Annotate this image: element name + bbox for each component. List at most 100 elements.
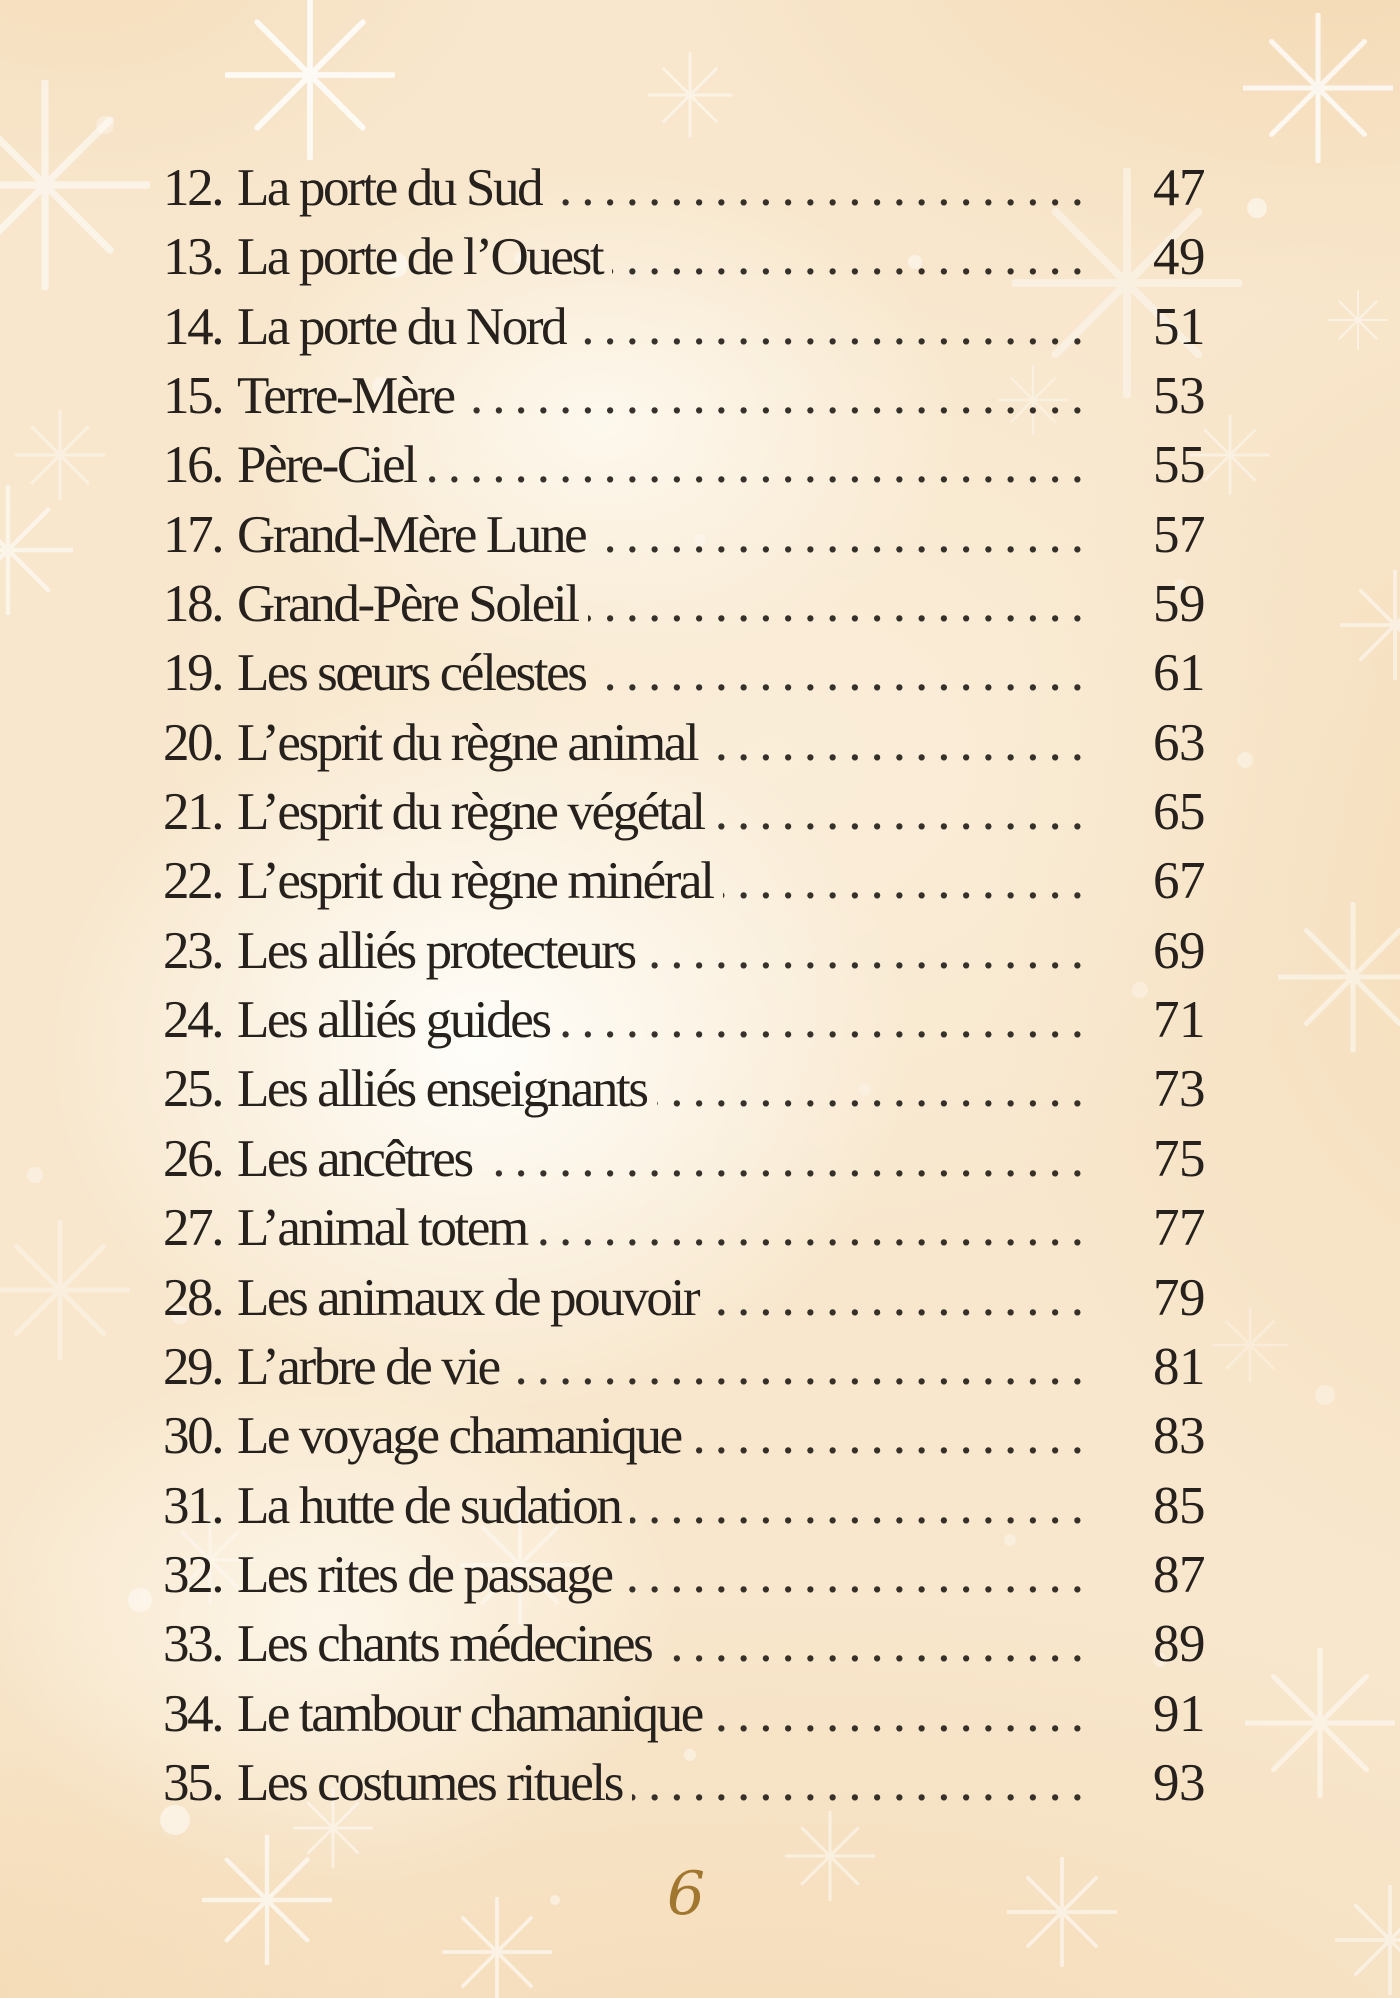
- toc-row[interactable]: 31.La hutte de sudation 85: [163, 1472, 1206, 1541]
- toc-entry-label: 23. Les alliés protecteurs: [163, 917, 637, 986]
- toc-dot-leader: [622, 1541, 1093, 1610]
- toc-entry-page: 77: [1153, 1199, 1205, 1258]
- toc-entry-page: 53: [1153, 367, 1205, 426]
- toc-entry-title: Les rites de passage: [236, 1545, 614, 1604]
- toc-row[interactable]: 18.Grand-Père Soleil 59: [163, 570, 1206, 639]
- toc-entry-label: 16. Père-Ciel: [163, 431, 418, 500]
- toc-row[interactable]: 25.Les alliés enseignants 73: [163, 1055, 1206, 1124]
- toc-entry-number: 31.: [163, 1476, 224, 1535]
- toc-row[interactable]: 33.Les chants médecines 89: [163, 1610, 1206, 1679]
- toc-dot-leader: [714, 778, 1093, 847]
- toc-entry-label: 20. L’esprit du règne animal: [163, 709, 700, 778]
- toc-entry-title: L’esprit du règne végétal: [236, 783, 706, 842]
- toc-dot-leader: [708, 1264, 1093, 1333]
- toc-entry-page: 89: [1153, 1615, 1205, 1674]
- toc-entry-label: 22. L’esprit du règne minéral: [163, 847, 715, 916]
- toc-entry-label: 17. Grand-Mère Lune: [163, 501, 588, 570]
- sparkle-icon: [785, 1811, 875, 1901]
- toc-list: 12.La porte du Sud 47 13.La porte de l’O…: [163, 154, 1206, 1818]
- toc-dot-leader: [612, 223, 1093, 292]
- toc-row[interactable]: 24.Les alliés guides 71: [163, 986, 1206, 1055]
- toc-entry-label: 24. Les alliés guides: [163, 986, 552, 1055]
- toc-dot-leader: [464, 362, 1093, 431]
- toc-entry-number: 21.: [163, 783, 224, 842]
- page-number: 6: [666, 1859, 706, 1929]
- toc-dot-leader: [595, 501, 1093, 570]
- toc-row[interactable]: 27.L’animal totem 77: [163, 1194, 1206, 1263]
- toc-dot-leader: [596, 639, 1093, 708]
- toc-entry-page: 55: [1153, 436, 1205, 495]
- toc-entry-title: Le voyage chamanique: [236, 1407, 683, 1466]
- toc-entry-page: 75: [1153, 1129, 1205, 1188]
- toc-entry-label: 27. L’animal totem: [163, 1194, 529, 1263]
- sparkle-icon: [1245, 1648, 1395, 1798]
- toc-entry-page: 47: [1153, 159, 1205, 217]
- sparkle-icon: [1335, 1885, 1400, 1995]
- toc-entry-page: 65: [1153, 783, 1205, 842]
- toc-dot-leader: [630, 1472, 1093, 1541]
- toc-row[interactable]: 20.L’esprit du règne animal 63: [163, 709, 1206, 778]
- toc-entry-label: 33. Les chants médecines: [163, 1610, 654, 1679]
- toc-entry-title: Les animaux de pouvoir: [236, 1268, 701, 1327]
- toc-entry-number: 24.: [163, 991, 224, 1050]
- toc-row[interactable]: 30.Le voyage chamanique 83: [163, 1402, 1206, 1471]
- toc-row[interactable]: 23.Les alliés protecteurs 69: [163, 917, 1206, 986]
- toc-row[interactable]: 16.Père-Ciel 55: [163, 431, 1206, 500]
- sparkle-icon: [647, 52, 733, 138]
- sparkle-icon: [0, 80, 150, 290]
- toc-entry-number: 15.: [163, 367, 224, 426]
- toc-dot-leader: [632, 1749, 1093, 1818]
- toc-entry-number: 14.: [163, 297, 224, 356]
- toc-entry-page: 93: [1153, 1753, 1205, 1812]
- toc-entry-page: 83: [1153, 1407, 1205, 1466]
- toc-row[interactable]: 34.Le tambour chamanique 91: [163, 1680, 1206, 1749]
- toc-entry-page: 87: [1153, 1545, 1205, 1604]
- sparkle-icon: [0, 485, 73, 615]
- toc-entry-title: Les sœurs célestes: [236, 644, 588, 703]
- toc-entry-title: Le tambour chamanique: [236, 1684, 704, 1743]
- toc-row[interactable]: 17.Grand-Mère Lune 57: [163, 501, 1206, 570]
- sparkle-icon: [0, 1220, 130, 1360]
- sparkle-icon: [1212, 1307, 1288, 1383]
- toc-row[interactable]: 35.Les costumes rituels 93: [163, 1749, 1206, 1818]
- toc-entry-title: La porte de l’Ouest: [236, 228, 605, 287]
- toc-row[interactable]: 22.L’esprit du règne minéral 67: [163, 847, 1206, 916]
- toc-row[interactable]: 19.Les sœurs célestes 61: [163, 639, 1206, 708]
- toc-entry-title: La porte du Sud: [236, 159, 544, 217]
- sparkle-icon: [202, 1835, 332, 1965]
- toc-dot-leader: [560, 986, 1093, 1055]
- toc-row[interactable]: 28.Les animaux de pouvoir 79: [163, 1264, 1206, 1333]
- toc-row[interactable]: 15.Terre-Mère 53: [163, 362, 1206, 431]
- toc-dot-leader: [537, 1194, 1093, 1263]
- toc-row[interactable]: 12.La porte du Sud 47: [163, 154, 1206, 223]
- toc-row[interactable]: 32.Les rites de passage 87: [163, 1541, 1206, 1610]
- toc-entry-title: L’esprit du règne animal: [236, 713, 700, 772]
- sparkle-icon: [225, 0, 395, 160]
- toc-entry-label: 18. Grand-Père Soleil: [163, 570, 580, 639]
- toc-entry-label: 15. Terre-Mère: [163, 362, 456, 431]
- toc-row[interactable]: 13.La porte de l’Ouest 49: [163, 223, 1206, 292]
- toc-dot-leader: [691, 1402, 1093, 1471]
- toc-entry-label: 19. Les sœurs célestes: [163, 639, 588, 708]
- toc-row[interactable]: 21.L’esprit du règne végétal 65: [163, 778, 1206, 847]
- toc-row[interactable]: 14.La porte du Nord 51: [163, 293, 1206, 362]
- toc-entry-page: 61: [1153, 644, 1205, 703]
- toc-row[interactable]: 26.Les ancêtres 75: [163, 1125, 1206, 1194]
- toc-entry-title: Les alliés enseignants: [236, 1060, 649, 1119]
- toc-row[interactable]: 29.L’arbre de vie 81: [163, 1333, 1206, 1402]
- toc-entry-number: 27.: [163, 1199, 224, 1258]
- toc-entry-number: 35.: [163, 1753, 224, 1812]
- toc-entry-page: 67: [1153, 852, 1205, 911]
- toc-entry-title: Les alliés protecteurs: [236, 921, 637, 980]
- toc-entry-page: 85: [1153, 1476, 1205, 1535]
- sparkle-icon: [1328, 290, 1388, 350]
- toc-dot-leader: [509, 1333, 1093, 1402]
- toc-entry-title: L’arbre de vie: [236, 1337, 501, 1396]
- toc-entry-number: 29.: [163, 1337, 224, 1396]
- toc-entry-title: Les chants médecines: [236, 1615, 654, 1674]
- toc-entry-number: 34.: [163, 1684, 224, 1743]
- toc-entry-title: La porte du Nord: [236, 297, 568, 356]
- toc-entry-page: 63: [1153, 713, 1205, 772]
- toc-dot-leader: [551, 154, 1093, 223]
